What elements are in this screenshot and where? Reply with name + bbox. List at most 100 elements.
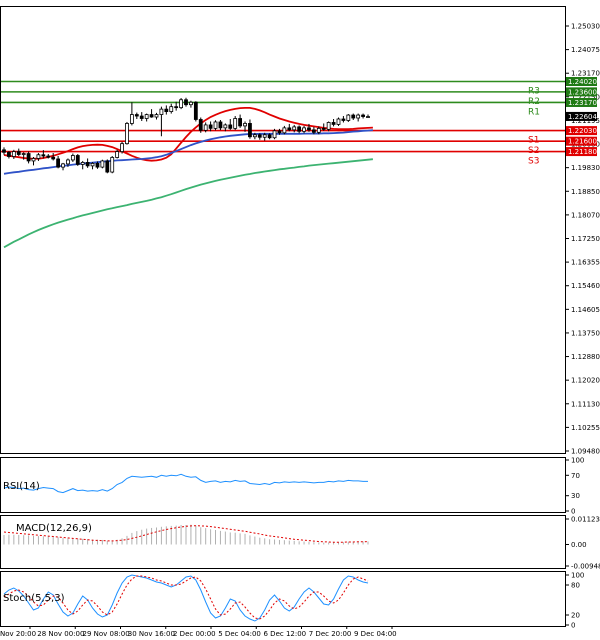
candle-body (213, 121, 218, 129)
candle-body (316, 127, 321, 133)
candle (134, 112, 139, 119)
candle (203, 122, 208, 133)
candle (351, 113, 356, 120)
candle (41, 150, 46, 159)
candle-body (125, 123, 129, 145)
rsi-panel: RSI(14) 100 70 30 0 (0, 457, 584, 516)
candle-body (139, 115, 144, 119)
candle-body (228, 124, 233, 129)
candle-body (341, 118, 346, 121)
indicator-tick-label: 80 (571, 582, 580, 590)
price-tick-label: 1.09480 (571, 448, 600, 456)
candle (228, 119, 233, 130)
price-tick-label: 1.16355 (571, 259, 600, 267)
candle (11, 149, 16, 159)
candle (179, 98, 183, 110)
candle-body (346, 114, 351, 121)
candle (311, 126, 316, 135)
candle (66, 158, 70, 167)
candle-body (100, 160, 105, 168)
time-tick-label: 28 Nov 00:00 (37, 630, 84, 638)
candle-body (326, 122, 331, 130)
candle-body (51, 156, 56, 160)
macd-signal-line (3, 525, 369, 543)
candle (341, 116, 346, 123)
indicator-tick-label: 30 (571, 492, 580, 500)
candle-body (75, 155, 80, 165)
stoch-signal-line (3, 575, 369, 620)
candle-body (218, 121, 223, 129)
candle (218, 119, 223, 131)
level-tag-r3 (566, 77, 597, 87)
price-tick-label: 1.15460 (571, 282, 600, 290)
candle-body (233, 118, 238, 129)
candle (302, 125, 306, 134)
candle (80, 160, 85, 170)
candle (198, 117, 203, 133)
candle (16, 148, 21, 156)
candle (336, 117, 341, 126)
indicator-tick-label: 0.011235 (571, 516, 600, 524)
stoch-panel-frame (0, 571, 566, 627)
price-tick-label: 1.14605 (571, 306, 600, 314)
candle-body (31, 158, 36, 162)
candle (149, 109, 154, 118)
candle-body (292, 126, 297, 131)
level-value-s3: 1.21180 (568, 148, 597, 156)
macd-panel: MACD(12,26,9) 0.011235 0.00 -0.009486 (0, 515, 600, 571)
stoch-title: Stoch(5,5,3) (3, 593, 65, 604)
candle-body (7, 151, 11, 157)
candle-body (189, 101, 193, 106)
time-tick-label: 30 Nov 16:00 (128, 630, 175, 638)
candle (164, 105, 169, 115)
price-tick-label: 1.17250 (571, 235, 600, 243)
candle (213, 120, 218, 131)
candle (361, 113, 365, 119)
candle-body (85, 162, 90, 167)
candle (223, 123, 228, 132)
candle (287, 123, 292, 132)
candle-body (41, 154, 46, 157)
candle (129, 102, 134, 126)
level-tag-s3 (566, 147, 597, 157)
candle-body (110, 157, 115, 173)
rsi-title: RSI(14) (3, 481, 40, 492)
candle-body (287, 127, 292, 131)
candle (307, 123, 311, 132)
candle-body (243, 123, 247, 127)
candle (110, 156, 115, 174)
level-value-s2: 1.21600 (568, 138, 597, 146)
indicator-tick-label: 20 (571, 612, 580, 620)
indicator-tick-label: 100 (571, 457, 584, 465)
time-tick-label: 9 Dec 04:00 (354, 630, 397, 638)
candle-body (159, 108, 164, 115)
rsi-line (3, 473, 368, 494)
candle (125, 121, 129, 145)
candle-body (277, 130, 282, 134)
candle-body (282, 127, 287, 134)
candle-body (238, 118, 243, 127)
level-value-s1: 1.22030 (568, 127, 597, 135)
level-label-s3: S3 (528, 157, 539, 167)
candle-body (174, 106, 179, 109)
candle (292, 124, 297, 133)
candle-body (164, 108, 169, 112)
candle (366, 114, 370, 119)
candle (2, 147, 6, 155)
price-tick-label: 1.18850 (571, 188, 600, 196)
price-tick-label: 1.25030 (571, 23, 600, 31)
indicator-tick-label: 100 (571, 572, 584, 580)
candle (90, 162, 95, 170)
level-value-r3: 1.24020 (568, 78, 597, 86)
candle (326, 121, 331, 132)
rsi-panel-frame (0, 457, 566, 513)
price-tick-label: 1.11130 (571, 400, 600, 408)
candle-body (2, 149, 6, 153)
candle-body (21, 153, 26, 155)
macd-panel-frame (0, 515, 566, 569)
candle (95, 161, 100, 169)
candle-body (307, 127, 311, 131)
candle-body (90, 162, 95, 167)
candle (243, 121, 247, 132)
